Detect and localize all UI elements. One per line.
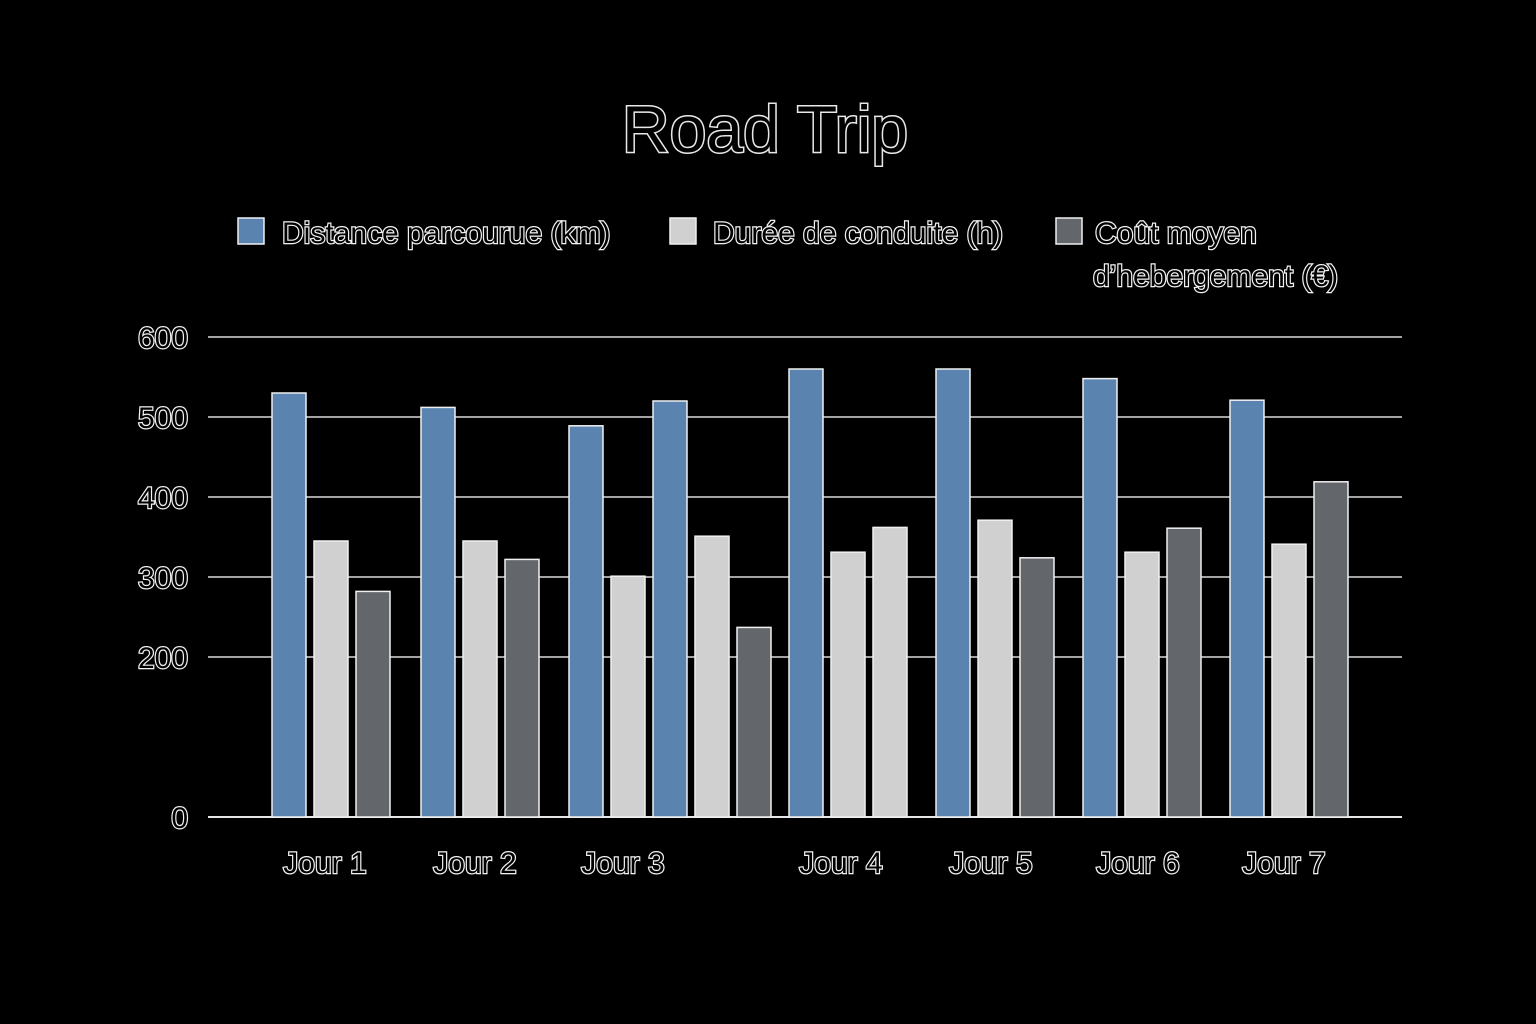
bar-jour-7-1 xyxy=(1229,399,1265,818)
x-category-label-7: Jour 7 xyxy=(1242,847,1325,880)
x-category-label-3: Jour 3 xyxy=(581,847,664,880)
bar-jour-2-1 xyxy=(420,406,456,818)
bar-jour-6-1 xyxy=(1082,377,1118,818)
x-axis-categories: Jour 1 Jour 2 Jour 3 Jour 4 Jour 5 Jour 6 Jour… xyxy=(282,846,1327,881)
y-tick-label-500: 500 xyxy=(138,402,188,435)
legend-swatch-cout xyxy=(1055,217,1083,245)
bars xyxy=(271,368,1349,818)
bar-jour-3-2 xyxy=(610,575,646,818)
bar-jour-1-1 xyxy=(271,392,307,818)
legend-label-cout-line1: Coût moyen xyxy=(1095,217,1257,250)
x-category-label-6: Jour 6 xyxy=(1096,847,1179,880)
legend-label-cout-line2: d’hebergement (€) xyxy=(1093,260,1338,293)
y-axis-ticks: 0 200 300 400 500 600 xyxy=(137,321,189,836)
legend: Distance parcourue (km) Durée de conduit… xyxy=(237,216,1339,294)
bar-jour-2-2 xyxy=(462,540,498,818)
bar-jour-2-3 xyxy=(504,558,540,818)
legend-label-duree: Durée de conduite (h) xyxy=(713,217,1003,250)
bar-jour-1-3 xyxy=(355,590,391,818)
bar-jour-4-1 xyxy=(788,368,824,818)
legend-swatch-duree xyxy=(669,217,697,245)
chart-title: Road Trip xyxy=(622,92,908,166)
legend-label-distance: Distance parcourue (km) xyxy=(282,217,610,250)
x-category-label-1: Jour 1 xyxy=(283,847,366,880)
bar-jour-5-3 xyxy=(1019,557,1055,818)
bar-jour-6-3 xyxy=(1166,527,1202,818)
y-tick-label-600: 600 xyxy=(138,322,188,355)
bar-jour-3-4 xyxy=(694,535,730,818)
x-category-label-2: Jour 2 xyxy=(433,847,516,880)
legend-swatch-distance xyxy=(237,217,265,245)
bar-jour-7-3 xyxy=(1313,481,1349,818)
bar-jour-3-1 xyxy=(568,425,604,818)
bar-jour-7-2 xyxy=(1271,543,1307,818)
bar-jour-3-3 xyxy=(652,400,688,818)
y-tick-label-400: 400 xyxy=(138,482,188,515)
bar-jour-5-2 xyxy=(977,519,1013,818)
y-tick-label-200: 200 xyxy=(138,642,188,675)
bar-jour-4-3 xyxy=(872,526,908,818)
bar-jour-4-2 xyxy=(830,551,866,818)
bar-jour-1-2 xyxy=(313,540,349,818)
y-tick-label-0: 0 xyxy=(171,802,188,835)
x-category-label-4: Jour 4 xyxy=(799,847,882,880)
bar-jour-3-5 xyxy=(736,626,772,818)
bar-jour-6-2 xyxy=(1124,551,1160,818)
x-category-label-5: Jour 5 xyxy=(949,847,1032,880)
bar-jour-5-1 xyxy=(935,368,971,818)
y-tick-label-300: 300 xyxy=(138,562,188,595)
